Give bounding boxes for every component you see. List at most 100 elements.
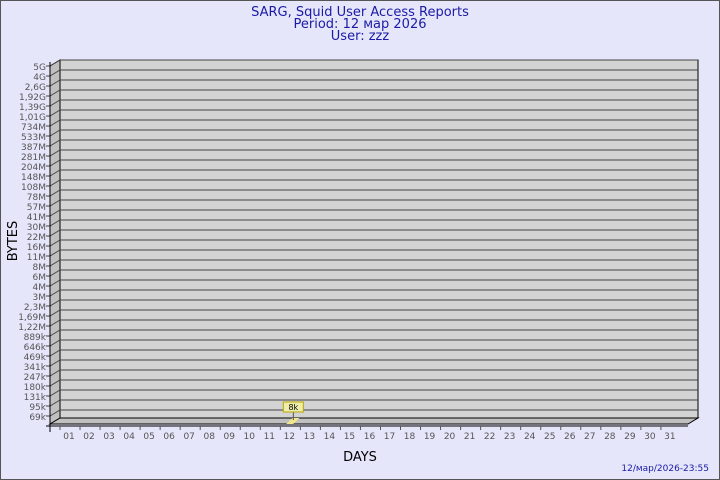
x-tick-label: 02: [83, 432, 94, 442]
grid-line-side: [49, 219, 61, 227]
x-tick-label: 29: [624, 432, 636, 442]
y-tick-label: 148M: [21, 173, 46, 183]
x-tick-label: 01: [63, 432, 74, 442]
y-tick-label: 8M: [33, 263, 47, 273]
x-tick-label: 08: [203, 432, 215, 442]
grid-line-side: [49, 259, 61, 267]
grid-line-side: [49, 199, 61, 207]
plot-floor: [48, 417, 700, 425]
grid-line-side: [49, 309, 61, 317]
y-tick-label: 30M: [27, 223, 46, 233]
y-tick-label: 108M: [21, 183, 46, 193]
y-tick-label: 889k: [24, 333, 47, 343]
y-tick-label: 1,01G: [19, 113, 46, 123]
grid-line-side: [49, 69, 61, 77]
x-tick-label: 13: [304, 432, 315, 442]
y-tick-label: 1,22M: [18, 323, 46, 333]
x-tick-label: 28: [604, 432, 616, 442]
x-tick-label: 30: [644, 432, 656, 442]
x-axis-label: DAYS: [343, 450, 377, 465]
grid-line-side: [49, 359, 61, 367]
chart-period: Period: 12 мар 2026: [293, 17, 427, 32]
bar-value-label: 8k: [288, 403, 298, 412]
y-tick-label: 469k: [24, 353, 47, 363]
x-tick-label: 31: [664, 432, 675, 442]
y-tick-label: 1,69M: [18, 313, 46, 323]
grid-line-side: [49, 229, 61, 237]
grid-line-side: [49, 139, 61, 147]
y-tick-label: 1,92G: [19, 93, 46, 103]
x-tick-label: 05: [143, 432, 154, 442]
grid-line-side: [49, 159, 61, 167]
grid-line-side: [49, 319, 61, 327]
y-tick-label: 6M: [33, 273, 47, 283]
y-tick-label: 2,3M: [24, 303, 46, 313]
x-tick-label: 16: [364, 432, 376, 442]
y-tick-label: 69k: [29, 413, 46, 423]
grid-line-side: [49, 289, 61, 297]
grid-line-side: [49, 389, 61, 397]
x-tick-label: 26: [564, 432, 576, 442]
y-tick-label: 22M: [27, 233, 46, 243]
y-tick-label: 11M: [27, 253, 46, 263]
y-tick-label: 4G: [33, 73, 46, 83]
grid-line-side: [49, 369, 61, 377]
y-tick-label: 180k: [24, 383, 47, 393]
grid-line-side: [49, 249, 61, 257]
y-tick-label: 3M: [33, 293, 47, 303]
bar-day-12: [286, 418, 300, 424]
y-tick-label: 533M: [21, 133, 46, 143]
grid-line-side: [49, 129, 61, 137]
grid-line-side: [49, 149, 61, 157]
y-tick-label: 2,6G: [25, 83, 46, 93]
x-tick-label: 15: [344, 432, 355, 442]
y-tick-label: 247k: [24, 373, 47, 383]
x-tick-label: 09: [224, 432, 236, 442]
plot-back-wall: [59, 59, 699, 419]
y-axis-label: BYTES: [6, 221, 21, 262]
grid-line-side: [49, 189, 61, 197]
x-tick-label: 21: [464, 432, 475, 442]
grid-line-side: [49, 269, 61, 277]
x-tick-label: 04: [123, 432, 135, 442]
grid-line-side: [49, 349, 61, 357]
x-tick-label: 23: [504, 432, 515, 442]
grid-line-side: [49, 379, 61, 387]
x-tick-label: 03: [103, 432, 114, 442]
y-tick-label: 95k: [29, 403, 46, 413]
grid-line-side: [49, 209, 61, 217]
x-tick-label: 25: [544, 432, 555, 442]
x-tick-label: 12: [284, 432, 295, 442]
x-tick-label: 24: [524, 432, 536, 442]
report-timestamp: 12/мар/2026-23:55: [621, 464, 709, 474]
y-tick-label: 131k: [24, 393, 47, 403]
x-tick-label: 11: [264, 432, 275, 442]
x-tick-label: 14: [324, 432, 336, 442]
y-tick-label: 16M: [27, 243, 46, 253]
y-tick-label: 341k: [24, 363, 47, 373]
y-tick-label: 734M: [21, 123, 46, 133]
x-tick-label: 19: [424, 432, 436, 442]
bar-label-box: [282, 401, 304, 413]
grid-line-side: [49, 109, 61, 117]
y-tick-label: 57M: [27, 203, 46, 213]
grid-line-side: [49, 59, 61, 67]
y-tick-label: 281M: [21, 153, 46, 163]
grid-line-side: [49, 179, 61, 187]
y-tick-label: 4M: [33, 283, 47, 293]
y-tick-label: 204M: [21, 163, 46, 173]
x-tick-label: 17: [384, 432, 395, 442]
grid-line-side: [49, 329, 61, 337]
y-tick-label: 5G: [33, 63, 46, 73]
grid-line-side: [49, 339, 61, 347]
chart-title: SARG, Squid User Access Reports: [251, 5, 469, 20]
y-tick-label: 387M: [21, 143, 46, 153]
x-tick-label: 20: [444, 432, 456, 442]
grid-line-side: [49, 119, 61, 127]
chart-user: User: zzz: [330, 29, 390, 44]
grid-line-side: [49, 89, 61, 97]
grid-line-side: [49, 279, 61, 287]
x-tick-label: 27: [584, 432, 595, 442]
y-tick-label: 646k: [24, 343, 47, 353]
